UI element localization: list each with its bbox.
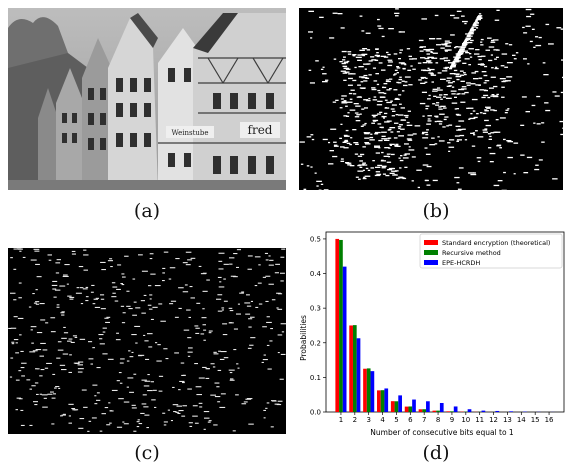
y-tick-label: 0.5	[310, 235, 321, 243]
bar	[349, 325, 353, 412]
x-tick-label: 6	[408, 416, 413, 424]
x-tick-label: 5	[394, 416, 398, 424]
caption-c: (c)	[134, 442, 160, 464]
bar	[467, 409, 472, 412]
bar	[352, 325, 357, 412]
panel-d: 0.0 0.1 0.2 0.3 0.4 0.5 1 2 3 4 5 6 7 8 9 10 11 12 13 14 15 1…	[296, 226, 568, 440]
plot-frame	[325, 231, 565, 413]
bar	[422, 409, 427, 412]
bar	[363, 368, 367, 412]
bar	[426, 401, 430, 412]
x-tick-label: 4	[380, 416, 385, 424]
panel-a: Weinstube fred	[8, 8, 286, 190]
x-tick-label: 13	[503, 416, 512, 424]
y-tick-label: 0.1	[310, 374, 321, 382]
bar	[366, 368, 371, 412]
bar	[436, 410, 440, 412]
x-tick-label: 16	[545, 416, 554, 424]
legend-swatch	[424, 240, 438, 245]
sparse-noise-image	[8, 248, 287, 432]
edge-noise-image	[299, 8, 567, 192]
y-tick-label: 0.4	[310, 270, 322, 278]
legend: Standard encryption (theoretical) Recursi…	[419, 233, 563, 269]
x-tick-label: 15	[531, 416, 540, 424]
bar	[453, 406, 458, 412]
bar	[394, 401, 399, 412]
panel-b	[299, 8, 567, 192]
legend-label: EPE-HCRDH	[442, 259, 480, 267]
x-tick-label: 7	[422, 416, 426, 424]
x-tick-label: 12	[489, 416, 498, 424]
bar	[418, 409, 423, 412]
bar	[370, 371, 375, 412]
bar	[412, 399, 416, 412]
x-tick-label: 1	[339, 416, 343, 424]
y-tick-label: 0.0	[310, 409, 321, 417]
x-tick-label: 14	[517, 416, 526, 424]
legend-box	[419, 233, 563, 269]
bar	[481, 410, 486, 412]
bar	[432, 410, 437, 412]
x-tick-label: 9	[450, 416, 454, 424]
bar	[380, 390, 385, 412]
caption-a: (a)	[133, 200, 161, 222]
sign-right: fred	[248, 123, 273, 137]
bar	[335, 238, 340, 412]
bar	[342, 266, 347, 412]
caption-d: (d)	[422, 442, 450, 464]
bar	[384, 388, 389, 412]
bar	[509, 411, 513, 412]
bar	[339, 239, 343, 412]
x-tick-label: 11	[475, 416, 484, 424]
bar	[404, 406, 409, 412]
legend-swatch	[424, 260, 438, 265]
sign-left: Weinstube	[171, 129, 208, 137]
legend-label: Standard encryption (theoretical)	[442, 239, 550, 247]
x-axis-label: Number of consecutive bits equal to 1	[370, 428, 514, 437]
x-tick-label: 8	[436, 416, 440, 424]
bar	[439, 403, 444, 412]
x-tick-label: 3	[366, 416, 370, 424]
photo-houses: Weinstube fred	[8, 8, 286, 190]
bar	[390, 401, 395, 412]
bar	[446, 411, 451, 412]
y-tick-label: 0.2	[310, 339, 321, 347]
legend-label: Recursive method	[442, 249, 501, 257]
probability-bar-chart: 0.00.10.20.30.40.51 2 3 4 5 6 7 8 9 10 11 12 13 14 15 1…	[299, 231, 565, 437]
y-tick-label: 0.3	[310, 305, 321, 313]
x-tick-label: 2	[353, 416, 357, 424]
x-tick-label: 10	[461, 416, 470, 424]
legend-swatch	[424, 250, 438, 255]
bar	[398, 395, 402, 412]
caption-b: (b)	[422, 200, 450, 222]
bar	[356, 338, 361, 412]
y-axis-label: Probabilities	[299, 315, 308, 361]
bar	[495, 410, 500, 412]
bar	[450, 411, 454, 412]
bar	[377, 390, 381, 412]
panel-c	[8, 248, 287, 434]
bar	[408, 406, 413, 412]
